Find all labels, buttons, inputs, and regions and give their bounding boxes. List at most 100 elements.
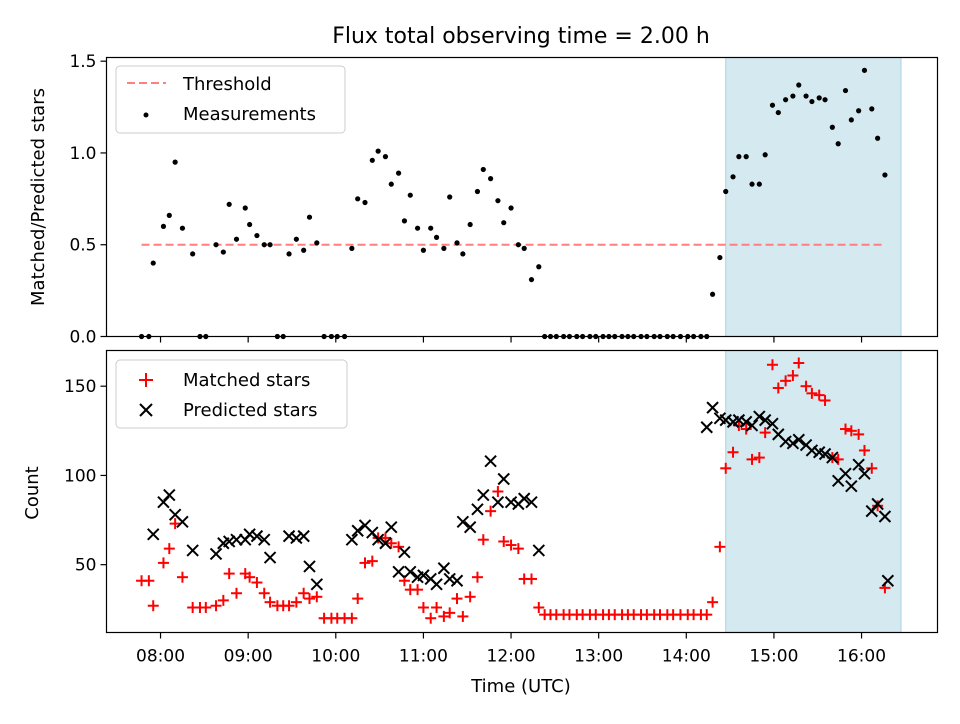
matched-star-point <box>839 423 851 435</box>
predicted-star-point <box>163 488 176 502</box>
measurement-point <box>407 192 413 198</box>
matched-star-point <box>787 369 799 381</box>
measurement-point <box>762 152 768 158</box>
predicted-star-point <box>504 496 518 509</box>
ratio-plot-frame <box>105 56 939 338</box>
predicted-star-point <box>463 520 477 534</box>
matched-star-point <box>157 557 169 569</box>
matched-star-point <box>311 591 323 603</box>
predicted-star-point <box>186 544 199 557</box>
matched-star-point <box>385 537 397 549</box>
matched-star-point <box>431 602 443 614</box>
measurement-point <box>150 260 156 266</box>
matched-star-point <box>425 612 437 624</box>
y-tick-label: 150 <box>64 377 96 397</box>
count-x-axis: 08:00 09:00 10:00 11:00 12:00 13:00 14:00 15:00… <box>136 632 886 667</box>
matched-star-point <box>701 609 713 621</box>
predicted-star-point <box>484 454 497 468</box>
matched-stars-series <box>136 357 891 624</box>
matched-star-point <box>753 452 765 464</box>
measurement-point <box>362 199 368 206</box>
measurement-point <box>428 225 434 231</box>
measurement-point <box>709 291 716 297</box>
measurement-point <box>220 249 226 255</box>
predicted-star-point <box>818 447 832 461</box>
x-tick-label: 10:00 <box>311 647 360 667</box>
matched-star-point <box>720 462 732 474</box>
predicted-star-point <box>852 458 865 471</box>
matched-star-point <box>806 387 818 399</box>
matched-star-point <box>714 541 726 553</box>
measurement-point <box>286 251 292 257</box>
matched-star-point <box>780 375 792 387</box>
measurement-point <box>536 264 542 270</box>
matched-stars-legend-label: Matched stars <box>183 370 310 391</box>
measurement-point <box>314 240 320 246</box>
count-plot-frame <box>105 349 939 634</box>
predicted-star-point <box>471 503 484 516</box>
count-legend: Matched stars Predicted stars <box>115 359 348 429</box>
y-tick-label: 1.0 <box>69 144 96 164</box>
predicted-star-point <box>404 565 417 579</box>
predicted-star-point <box>792 433 805 446</box>
predicted-star-point <box>871 497 884 511</box>
measurement-point <box>816 95 822 101</box>
matched-star-point <box>398 575 410 587</box>
matched-star-point <box>451 593 463 605</box>
predicted-star-point <box>532 544 546 557</box>
matched-star-point <box>412 584 424 596</box>
matched-star-point <box>813 389 825 401</box>
predicted-star-point <box>147 528 160 541</box>
predicted-star-point <box>845 479 858 493</box>
predicted-star-point <box>700 421 713 434</box>
measurement-point <box>301 247 307 253</box>
y-tick-label: 50 <box>75 556 97 576</box>
measurement-point <box>293 236 299 242</box>
predicted-star-point <box>176 515 189 529</box>
predicted-star-point <box>345 533 359 546</box>
measurement-point <box>717 254 723 261</box>
matched-star-point <box>772 382 784 394</box>
measurement-point <box>861 67 868 73</box>
matched-star-point <box>258 587 270 599</box>
matched-star-point <box>147 600 159 612</box>
y-tick-label: 0.0 <box>69 328 96 348</box>
matched-stars-legend-swatch <box>139 373 153 387</box>
y-tick-label: 100 <box>64 466 96 486</box>
predicted-star-point <box>258 533 271 546</box>
matched-star-point <box>457 610 469 622</box>
predicted-star-point <box>385 520 398 534</box>
ratio-y-axis-label: Matched/Predicted stars <box>28 88 49 306</box>
matched-star-point <box>477 534 489 546</box>
matched-star-point <box>366 555 378 567</box>
matched-star-point <box>471 571 483 583</box>
measurement-point <box>842 87 849 94</box>
predicted-star-point <box>517 492 531 505</box>
predicted-star-point <box>250 529 264 543</box>
matched-star-point <box>283 600 295 612</box>
measurement-point <box>501 220 507 226</box>
measurement-point <box>769 102 776 108</box>
measurement-point <box>875 135 881 141</box>
measurement-point <box>460 251 466 257</box>
matched-star-point <box>352 593 364 605</box>
matched-star-point <box>210 600 222 612</box>
measurement-point <box>809 98 815 105</box>
matched-star-point <box>230 587 242 599</box>
x-tick-label: 12:00 <box>487 647 536 667</box>
measurement-point <box>488 176 494 182</box>
matched-star-point <box>512 543 524 555</box>
predicted-star-point <box>525 496 538 509</box>
predicted-star-point <box>222 535 236 548</box>
matched-star-point <box>290 596 302 608</box>
measurement-point <box>166 212 172 218</box>
measurement-point <box>848 117 854 123</box>
x-axis-label: Time (UTC) <box>470 676 571 697</box>
predicted-star-point <box>371 533 385 546</box>
ratio-panel: 0.0 0.5 1.0 1.5 Matched/Predicted stars Thr… <box>28 52 939 348</box>
x-tick-label: 13:00 <box>574 647 623 667</box>
measurement-point <box>375 148 381 154</box>
predicted-star-point <box>303 560 316 573</box>
measurement-point <box>829 124 835 130</box>
figure-title: Flux total observing time = 2.00 h <box>332 24 710 49</box>
